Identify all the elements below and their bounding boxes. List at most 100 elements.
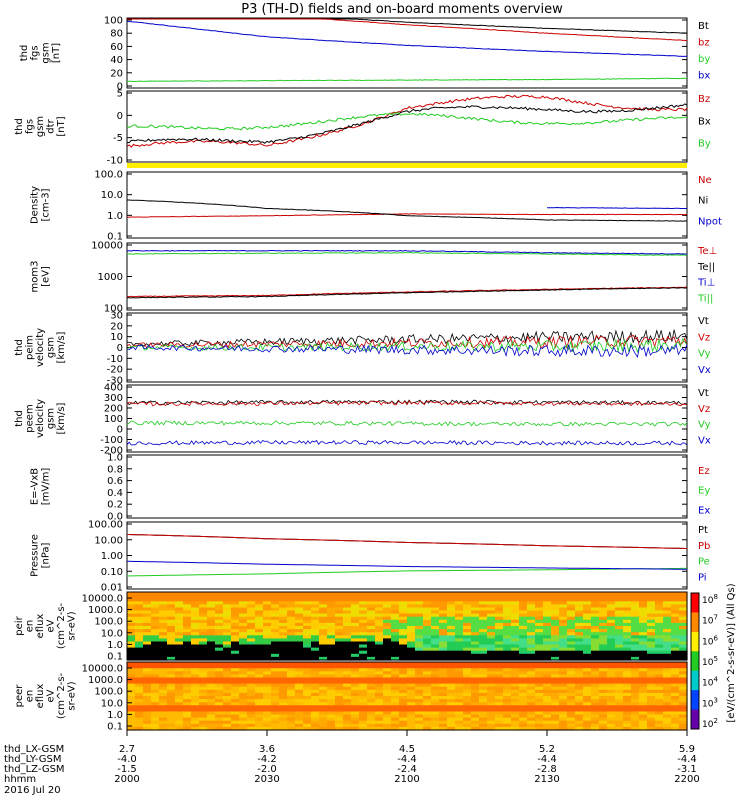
heatmap-cell xyxy=(455,644,464,649)
heatmap-cell xyxy=(343,641,352,646)
heatmap-cell xyxy=(495,626,504,630)
heatmap-cell xyxy=(559,705,568,709)
heatmap-cell xyxy=(255,632,264,636)
heatmap-cell xyxy=(551,610,560,615)
heatmap-cell xyxy=(311,607,320,612)
heatmap-cell xyxy=(551,641,560,646)
footer-hhmm: 2000 xyxy=(114,774,139,785)
heatmap-cell xyxy=(479,622,488,627)
heatmap-cell xyxy=(311,720,320,725)
heatmap-cell xyxy=(303,644,312,649)
heatmap-cell xyxy=(183,692,192,697)
heatmap-cell xyxy=(199,723,208,728)
heatmap-cell xyxy=(167,619,176,624)
heatmap-cell xyxy=(647,683,656,688)
heatmap-cell xyxy=(151,632,160,636)
heatmap-cell xyxy=(303,668,312,672)
heatmap-cell xyxy=(295,638,304,643)
heatmap-cell xyxy=(591,674,600,679)
heatmap-cell xyxy=(463,638,472,643)
heatmap-cell xyxy=(207,644,216,649)
heatmap-cell xyxy=(215,723,224,728)
heatmap-cell xyxy=(327,638,336,643)
heatmap-cell xyxy=(639,692,648,697)
heatmap-cell xyxy=(663,626,672,630)
heatmap-cell xyxy=(671,595,680,599)
heatmap-cell xyxy=(247,613,256,618)
heatmap-cell xyxy=(207,650,216,655)
heatmap-cell xyxy=(431,604,440,609)
heatmap-cell xyxy=(631,601,640,605)
heatmap-cell xyxy=(135,662,144,666)
heatmap-cell xyxy=(263,708,272,713)
heatmap-cell xyxy=(519,665,528,669)
heatmap-cell xyxy=(551,622,560,627)
heatmap-cell xyxy=(207,638,216,643)
heatmap-cell xyxy=(639,607,648,612)
heatmap-cell xyxy=(135,696,144,700)
heatmap-cell xyxy=(199,711,208,716)
heatmap-cell xyxy=(375,708,384,713)
heatmap-cell xyxy=(279,622,288,627)
heatmap-cell xyxy=(255,705,264,709)
heatmap-cell xyxy=(199,616,208,621)
heatmap-cell xyxy=(495,644,504,649)
heatmap-cell xyxy=(271,705,280,709)
heatmap-cell xyxy=(527,668,536,672)
heatmap-cell xyxy=(271,665,280,669)
heatmap-cell xyxy=(519,616,528,621)
heatmap-cell xyxy=(183,680,192,685)
heatmap-cell xyxy=(263,622,272,627)
heatmap-cell xyxy=(271,622,280,627)
heatmap-cell xyxy=(183,677,192,682)
heatmap-cell xyxy=(591,683,600,688)
heatmap-cell xyxy=(263,607,272,612)
heatmap-cell xyxy=(319,641,328,646)
heatmap-cell xyxy=(327,683,336,688)
heatmap-cell xyxy=(407,705,416,709)
heatmap-cell xyxy=(135,677,144,682)
heatmap-cell xyxy=(231,644,240,649)
heatmap-cell xyxy=(287,696,296,700)
heatmap-cell xyxy=(255,680,264,685)
heatmap-cell xyxy=(583,622,592,627)
heatmap-cell xyxy=(679,717,688,722)
heatmap-cell xyxy=(559,656,568,661)
heatmap-cell xyxy=(383,702,392,706)
heatmap-cell xyxy=(551,653,560,658)
heatmap-cell xyxy=(191,635,200,639)
heatmap-cell xyxy=(143,598,152,602)
heatmap-cell xyxy=(263,662,272,666)
heatmap-cell xyxy=(631,641,640,646)
heatmap-cell xyxy=(607,696,616,700)
heatmap-cell xyxy=(503,665,512,669)
heatmap-cell xyxy=(447,650,456,655)
heatmap-cell xyxy=(247,723,256,728)
series-vz-line xyxy=(126,400,688,407)
colorbar-segment xyxy=(691,651,699,672)
ytick-label: 0.1 xyxy=(107,232,123,243)
heatmap-cell xyxy=(575,650,584,655)
heatmap-cell xyxy=(415,708,424,713)
heatmap-cell xyxy=(599,662,608,666)
heatmap-cell xyxy=(191,595,200,599)
heatmap-cell xyxy=(279,665,288,669)
heatmap-cell xyxy=(463,689,472,694)
heatmap-cell xyxy=(567,717,576,722)
heatmap-cell xyxy=(479,632,488,636)
heatmap-cell xyxy=(551,702,560,706)
heatmap-cell xyxy=(359,638,368,643)
heatmap-cell xyxy=(151,598,160,602)
heatmap-cell xyxy=(287,686,296,691)
heatmap-cell xyxy=(303,592,312,596)
heatmap-cell xyxy=(287,656,296,661)
heatmap-cell xyxy=(503,638,512,643)
heatmap-cell xyxy=(535,662,544,666)
heatmap-cell xyxy=(639,604,648,609)
heatmap-cell xyxy=(407,692,416,697)
heatmap-cell xyxy=(199,647,208,652)
heatmap-cell xyxy=(311,714,320,719)
heatmap-cell xyxy=(559,711,568,716)
heatmap-cell xyxy=(343,598,352,602)
heatmap-cell xyxy=(487,677,496,682)
